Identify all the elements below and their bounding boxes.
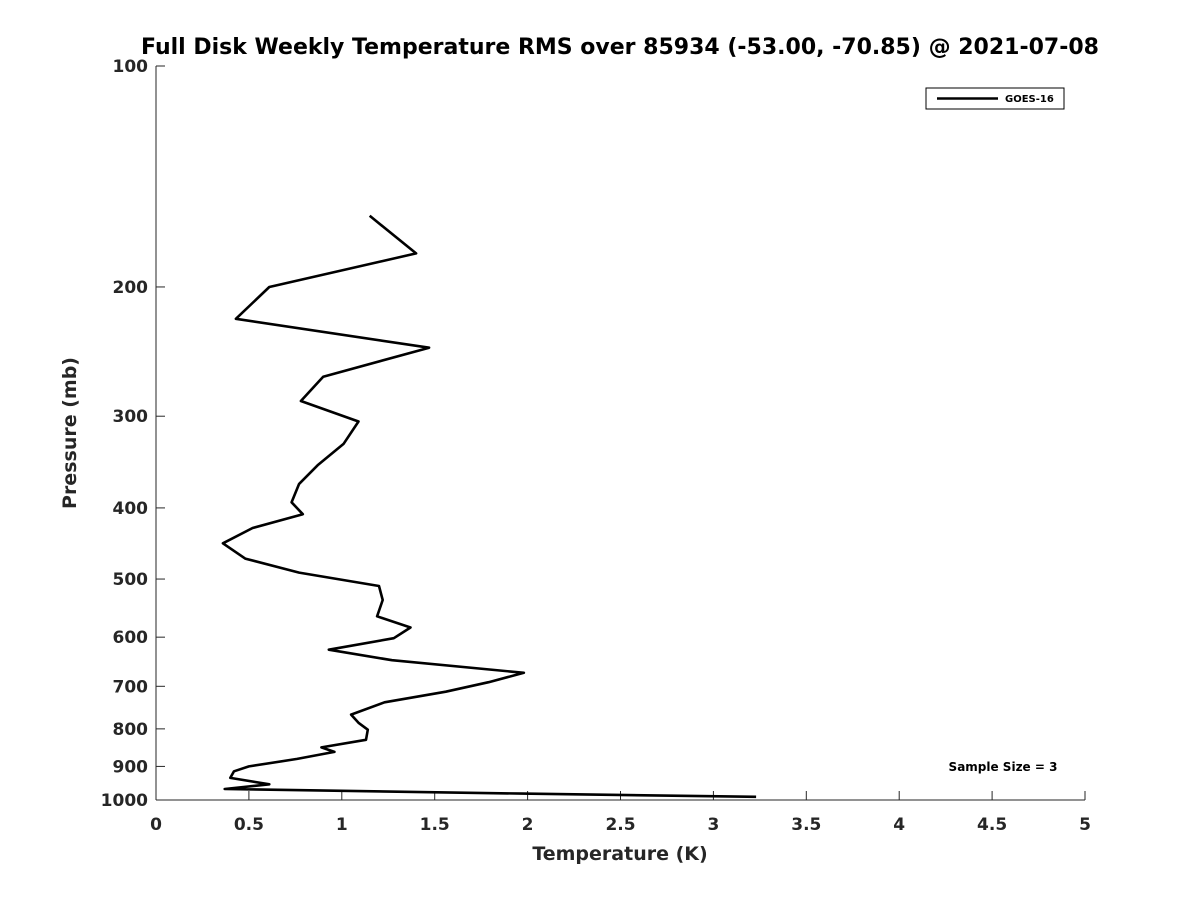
series-line-goes-16 bbox=[221, 214, 757, 799]
chart-title: Full Disk Weekly Temperature RMS over 85… bbox=[141, 35, 1099, 60]
y-axis-label: Pressure (mb) bbox=[59, 357, 81, 509]
x-tick-label: 3.5 bbox=[791, 815, 821, 835]
legend: GOES-16 bbox=[925, 87, 1065, 110]
sample-size-annotation: Sample Size = 3 bbox=[949, 760, 1058, 774]
x-tick-label: 4.5 bbox=[977, 815, 1007, 835]
x-tick-label: 3 bbox=[707, 815, 719, 835]
x-tick-label: 0.5 bbox=[234, 815, 264, 835]
y-tick-label: 700 bbox=[113, 677, 149, 697]
y-tick-label: 1000 bbox=[101, 791, 148, 811]
x-tick-label: 0 bbox=[150, 815, 162, 835]
y-tick-label: 300 bbox=[113, 407, 149, 427]
y-tick-label: 600 bbox=[113, 628, 149, 648]
y-tick-label: 200 bbox=[113, 278, 149, 298]
plot-area bbox=[156, 66, 1085, 800]
y-tick-label: 900 bbox=[113, 757, 149, 777]
x-axis-ticks: 0 0.5 1 1.5 2 2.5 3 3.5 4 4.5 5 bbox=[150, 791, 1091, 835]
x-tick-label: 4 bbox=[893, 815, 905, 835]
y-tick-label: 400 bbox=[113, 499, 149, 519]
x-tick-label: 1 bbox=[336, 815, 348, 835]
y-tick-label: 500 bbox=[113, 570, 149, 590]
y-tick-label: 100 bbox=[113, 57, 149, 77]
x-tick-label: 2 bbox=[522, 815, 534, 835]
x-axis-label: Temperature (K) bbox=[532, 843, 707, 865]
x-tick-label: 2.5 bbox=[605, 815, 635, 835]
x-tick-label: 5 bbox=[1079, 815, 1091, 835]
y-tick-label: 800 bbox=[113, 720, 149, 740]
x-tick-label: 1.5 bbox=[420, 815, 450, 835]
y-axis-ticks: 100 200 300 400 500 600 700 800 900 1000 bbox=[101, 57, 165, 811]
legend-label-goes-16: GOES-16 bbox=[1005, 94, 1054, 105]
